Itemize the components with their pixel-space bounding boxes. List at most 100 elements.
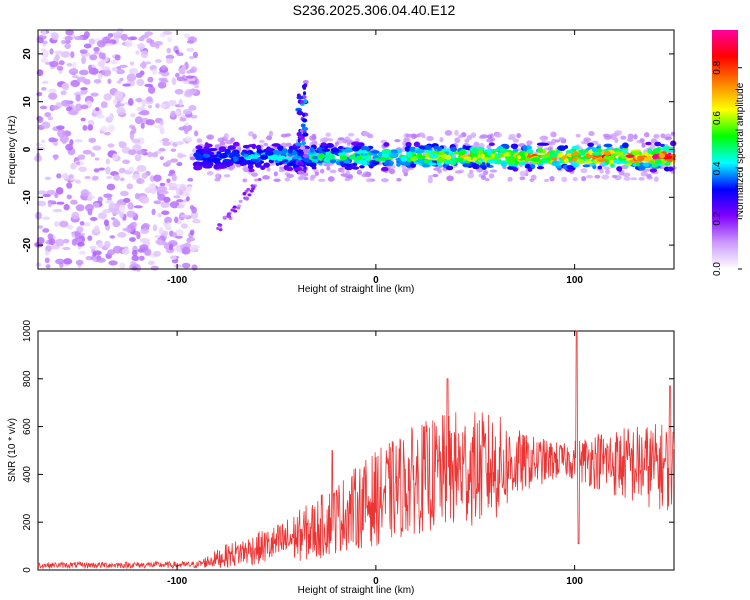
spectrogram-cell [44,250,50,256]
spectrogram-cell [576,158,585,165]
spectrogram-cell [80,117,86,122]
spectrogram-cell [650,138,656,143]
colorbar: 0.0 0.2 0.4 0.6 0.8 Normalized spectral ampl… [712,30,746,276]
spectrogram-cell [610,163,615,168]
spectrogram-cell [160,64,167,71]
spectrogram-cell [61,39,66,45]
spectrogram-cell [107,78,112,85]
spectrogram-cell [136,78,145,87]
spectrogram-cell [388,152,399,159]
spectrogram-cell [83,222,91,227]
spectrogram-cell [80,87,88,91]
spectrogram-cell [653,133,660,139]
spectrogram-cell [388,168,396,175]
spectrogram-cell [112,153,119,161]
x-tick-label: -100 [167,576,187,587]
spectrogram-cell [176,199,184,203]
spectrogram-cell [108,124,115,132]
spectrogram-cell [194,130,199,137]
spectrogram-cell [42,216,51,220]
spectrogram-cell [135,50,140,55]
spectrogram-cell [292,150,297,156]
spectrogram-cell [163,196,171,203]
spectrogram-cell [36,116,44,124]
y-tick-label: 400 [22,466,33,483]
spectrogram-cell [139,62,147,69]
spectrogram-cell [44,112,52,118]
spectrogram-cell [621,142,629,149]
spectrogram-cell [79,221,85,226]
spectrogram-cell [189,156,196,161]
spectrogram-cell [564,158,569,163]
spectrogram-cell [107,143,115,148]
spectrogram-cell [487,134,493,139]
spectrogram-cell [278,168,285,173]
spectrogram-cell [481,164,487,170]
spectrogram-cell [490,154,496,159]
spectrogram-cell [512,167,519,172]
spectrogram-cell [503,151,510,157]
spectrogram-cell [415,149,425,154]
spectrogram-cell [113,218,119,225]
spectrogram-cell [41,121,51,129]
spectrogram-cell [181,246,191,255]
spectrogram-cell [236,206,241,210]
spectrogram-cell [482,170,489,176]
spectrogram-cell [166,47,172,54]
spectrogram-cell [301,126,309,131]
spectrogram-cell [232,205,237,209]
spectrogram-cell [177,154,187,158]
spectrogram-cell [105,199,114,204]
spectrogram-cell [153,200,162,205]
spectrogram-cell [516,155,522,160]
spectrogram-cell [98,212,108,220]
spectrogram-cell [302,91,307,96]
spectrogram-cell [173,195,181,199]
spectrogram-cell [410,163,417,168]
spectrogram-cell [662,155,673,160]
spectrogram-cell [76,226,84,233]
spectrogram-cell [285,142,292,147]
spectrogram-cell [180,223,188,229]
spectrogram-cell [302,132,309,137]
spectrogram-cell [76,76,87,83]
spectrogram-cell [139,244,149,251]
snr-x-axis-label: Height of straight line (km) [298,585,415,596]
spectrogram-cell [450,146,458,153]
spectrogram-cell [119,190,129,197]
spectrogram-cell [454,157,460,162]
spectrogram-cell [426,135,434,141]
spectrogram-cell [71,211,80,220]
spectrogram-cell [36,91,43,97]
spectrogram-cell [446,175,454,182]
spectrogram-cell [206,171,214,176]
spectrogram-cell [319,168,325,174]
spectrogram-cell [171,173,177,182]
spectrogram-cell [586,174,594,179]
spectrogram-cell [166,178,171,183]
spectrogram-cell [423,158,430,164]
spectrogram-cell [186,237,192,244]
spectrogram-cell [44,176,52,181]
spectrogram-cell [135,264,142,272]
y-tick-label: 800 [22,370,33,387]
spectrogram-cell [175,72,180,78]
spectrogram-cell [486,144,492,150]
spectrogram-cell [273,171,278,177]
spectrogram-cell [266,135,273,141]
spectrogram-cell [581,176,587,182]
spectrogram-cell [233,209,238,213]
spectrogram-cell [37,190,47,195]
spectrogram-cell [486,159,497,164]
spectrogram-cell [358,158,364,165]
spectrogram-cell [173,264,182,268]
spectrogram-cell [122,83,131,87]
spectrogram-cell [362,159,368,166]
spectrogram-cell [81,56,87,65]
spectrogram-cell [370,150,380,154]
spectrogram-cell [260,165,266,171]
spectrogram-cell [131,266,138,271]
spectrogram-cell [189,204,195,210]
spectrogram-cell [439,157,445,163]
spectrogram-cell [330,147,340,152]
